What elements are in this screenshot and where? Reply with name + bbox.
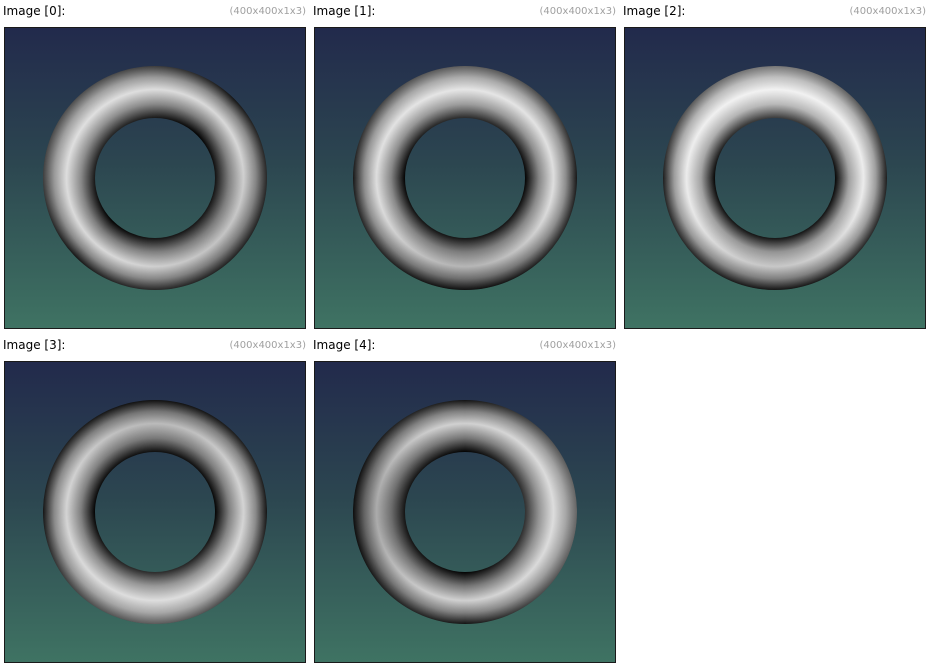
image-title: Image [2]: bbox=[623, 4, 686, 18]
image-header: Image [1]: (400x400x1x3) bbox=[310, 0, 616, 22]
image-header: Image [0]: (400x400x1x3) bbox=[0, 0, 306, 22]
image-dimensions: (400x400x1x3) bbox=[229, 340, 306, 351]
torus-render bbox=[43, 66, 267, 290]
image-viewport[interactable] bbox=[624, 27, 926, 329]
torus-render bbox=[353, 400, 577, 624]
image-viewport[interactable] bbox=[314, 27, 616, 329]
image-viewport[interactable] bbox=[4, 27, 306, 329]
image-dimensions: (400x400x1x3) bbox=[229, 6, 306, 17]
image-dimensions: (400x400x1x3) bbox=[849, 6, 926, 17]
torus-render bbox=[43, 400, 267, 624]
torus-render bbox=[663, 66, 887, 290]
image-header: Image [2]: (400x400x1x3) bbox=[620, 0, 926, 22]
image-viewport[interactable] bbox=[314, 361, 616, 663]
image-viewport[interactable] bbox=[4, 361, 306, 663]
image-dimensions: (400x400x1x3) bbox=[539, 340, 616, 351]
image-title: Image [3]: bbox=[3, 338, 66, 352]
image-title: Image [1]: bbox=[313, 4, 376, 18]
image-title: Image [4]: bbox=[313, 338, 376, 352]
image-header: Image [4]: (400x400x1x3) bbox=[310, 334, 616, 356]
torus-render bbox=[353, 66, 577, 290]
image-dimensions: (400x400x1x3) bbox=[539, 6, 616, 17]
image-title: Image [0]: bbox=[3, 4, 66, 18]
image-header: Image [3]: (400x400x1x3) bbox=[0, 334, 306, 356]
